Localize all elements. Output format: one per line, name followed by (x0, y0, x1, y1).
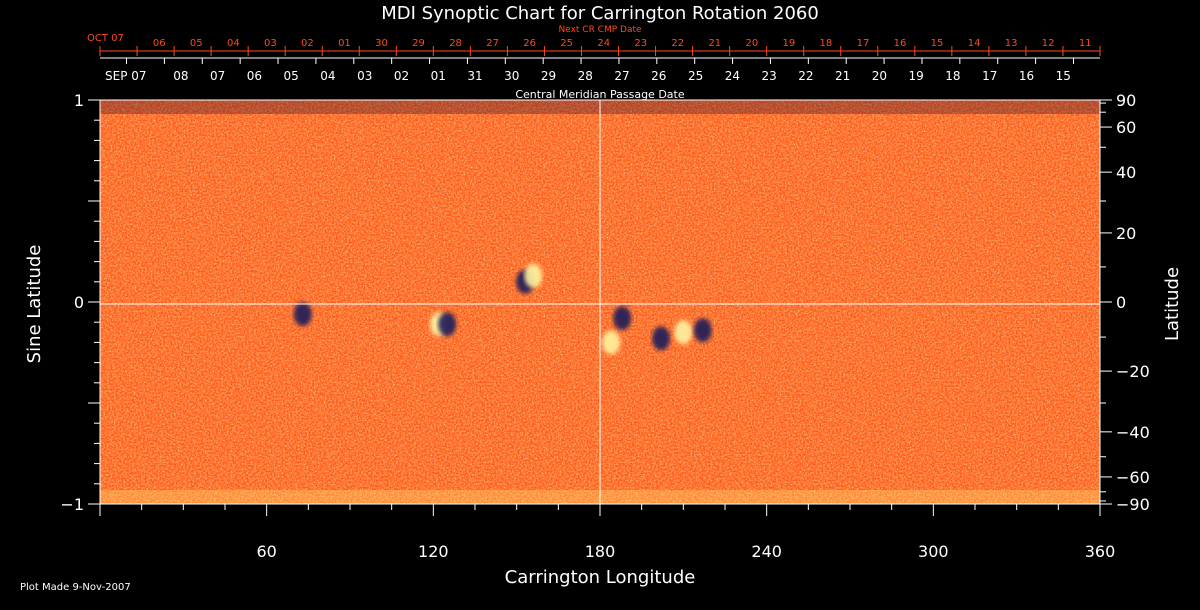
top-axis-date: 26 (651, 69, 666, 83)
next-axis-date: 03 (264, 38, 277, 49)
x-tick-label: 120 (418, 542, 449, 561)
top-axis-date: 31 (467, 69, 482, 83)
next-axis-date: 12 (1042, 38, 1055, 49)
top-axis-date: 18 (945, 69, 960, 83)
x-tick-label: 60 (256, 542, 276, 561)
y-right-tick-label: 90 (1116, 91, 1136, 110)
x-axis-label: Carrington Longitude (505, 567, 696, 588)
top-axis-date: 20 (872, 69, 887, 83)
top-axis-date: 22 (798, 69, 813, 83)
next-axis-date: 30 (375, 38, 388, 49)
top-axis-date: 16 (1019, 69, 1034, 83)
y-axis-right: 90 60 40 20 0 −20 −40 −60 −90 (1100, 91, 1150, 514)
top-axis-date: 27 (614, 69, 629, 83)
next-axis-date: 04 (227, 38, 240, 49)
next-axis-date: 15 (931, 38, 944, 49)
top-axis-date: 08 (173, 69, 188, 83)
top-axis-date: 30 (504, 69, 519, 83)
chart-title: MDI Synoptic Chart for Carrington Rotati… (381, 3, 819, 24)
top-axis-date: 07 (210, 69, 225, 83)
next-axis-date: 25 (560, 38, 573, 49)
next-axis-date: 13 (1005, 38, 1018, 49)
negative-polarity-region (438, 312, 457, 337)
y-right-tick-label: −20 (1116, 362, 1150, 381)
y-left-tick-label: 1 (74, 91, 84, 110)
y-axis-label-right: Latitude (1162, 267, 1183, 341)
positive-polarity-region (524, 263, 543, 288)
y-right-tick-label: −90 (1116, 495, 1150, 514)
top-axis-date: 03 (357, 69, 372, 83)
top-axis-start-label: SEP 07 (105, 69, 147, 83)
top-axis-label: Central Meridian Passage Date (515, 88, 684, 101)
next-axis-date: 16 (894, 38, 907, 49)
y-right-tick-label: 0 (1116, 293, 1126, 312)
next-axis-start-label: OCT 07 (87, 33, 124, 44)
negative-polarity-region (293, 302, 312, 327)
next-axis-date: 26 (523, 38, 536, 49)
next-axis-date: 22 (671, 38, 684, 49)
next-axis-date: 14 (968, 38, 981, 49)
top-axis-ticks: 08 07 06 05 04 03 02 01 31 30 29 28 27 26 25 24 23 22 21 20… (100, 57, 1100, 83)
top-axis-date: 01 (431, 69, 446, 83)
y-left-tick-label: 0 (74, 293, 84, 312)
next-axis-ticks: 06 05 04 03 02 01 30 29 28 27 26 25 24 23 22 21 20 19 18 17… (99, 38, 1101, 56)
next-axis-date: 28 (449, 38, 462, 49)
x-tick-label: 300 (918, 542, 949, 561)
top-axis-date: 23 (761, 69, 776, 83)
top-axis-date: 06 (247, 69, 262, 83)
y-right-tick-label: 20 (1116, 224, 1136, 243)
positive-polarity-region (602, 330, 621, 355)
next-axis-date: 23 (634, 38, 647, 49)
x-tick-label: 360 (1085, 542, 1116, 561)
next-axis-date: 01 (338, 38, 351, 49)
top-axis-date: 29 (541, 69, 556, 83)
x-tick-label: 180 (585, 542, 616, 561)
top-axis-date: 21 (835, 69, 850, 83)
y-left-tick-label: −1 (60, 495, 84, 514)
active-regions (293, 263, 712, 355)
top-axis-date: 15 (1056, 69, 1071, 83)
y-axis-left: 1 0 −1 (60, 91, 100, 514)
next-axis-date: 06 (153, 38, 166, 49)
next-axis-date: 19 (783, 38, 796, 49)
x-tick-label: 240 (751, 542, 782, 561)
negative-polarity-region (652, 326, 671, 351)
negative-polarity-region (613, 306, 632, 331)
next-axis-date: 05 (190, 38, 203, 49)
top-axis-date: 24 (725, 69, 740, 83)
next-axis-date: 29 (412, 38, 425, 49)
next-axis-label: Next CR CMP Date (558, 25, 642, 35)
next-axis-date: 17 (857, 38, 870, 49)
top-axis-date: 25 (688, 69, 703, 83)
top-axis-date: 17 (982, 69, 997, 83)
top-axis-date: 05 (284, 69, 299, 83)
y-right-tick-label: −40 (1116, 423, 1150, 442)
next-axis-date: 18 (820, 38, 833, 49)
x-axis: 60 120 180 240 300 360 (99, 504, 1116, 561)
negative-polarity-region (693, 318, 712, 343)
top-axis-date: 04 (320, 69, 335, 83)
y-right-tick-label: 40 (1116, 163, 1136, 182)
next-axis-date: 20 (745, 38, 758, 49)
top-axis-date: 28 (578, 69, 593, 83)
top-axis-date: 19 (909, 69, 924, 83)
next-axis-date: 24 (597, 38, 610, 49)
plot-made-footnote: Plot Made 9-Nov-2007 (20, 582, 131, 593)
y-right-tick-label: −60 (1116, 468, 1150, 487)
next-axis-date: 21 (708, 38, 721, 49)
top-axis-date: 02 (394, 69, 409, 83)
next-axis-date: 02 (301, 38, 314, 49)
next-axis-date: 27 (486, 38, 499, 49)
y-right-tick-label: 60 (1116, 118, 1136, 137)
positive-polarity-region (674, 320, 693, 345)
y-axis-label-left: Sine Latitude (24, 245, 45, 364)
next-axis-date: 11 (1079, 38, 1092, 49)
